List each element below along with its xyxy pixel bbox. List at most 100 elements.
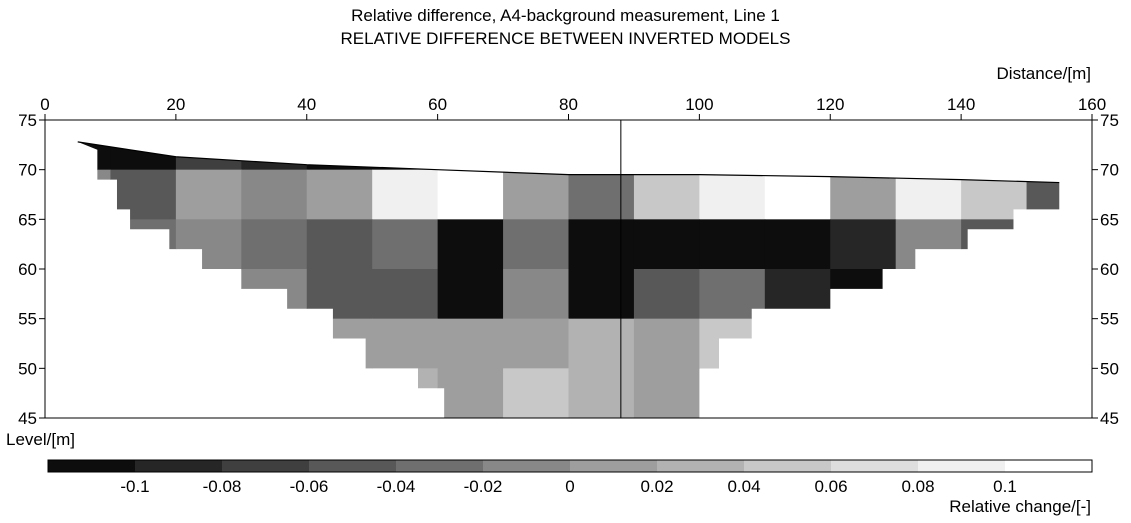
heatmap-cell: [699, 269, 766, 320]
colorbar-swatch: [309, 460, 397, 472]
heatmap-cell: [437, 141, 504, 171]
heatmap-cell: [77, 269, 111, 320]
colorbar-tick-label: 0.08: [901, 477, 934, 496]
heatmap-cell: [568, 169, 635, 220]
heatmap-cell: [503, 219, 569, 270]
heatmap-cell: [110, 318, 177, 369]
heatmap-cell: [633, 141, 700, 171]
colorbar-swatch: [222, 460, 310, 472]
colorbar-swatch: [570, 460, 658, 472]
colorbar-swatch: [1005, 460, 1093, 472]
colorbar-swatch: [483, 460, 571, 472]
heatmap-cell: [503, 368, 569, 418]
x-tick-label: 40: [297, 95, 316, 114]
y-tick-label-left: 65: [18, 210, 37, 229]
heatmap-cell: [306, 219, 373, 270]
heatmap-cell: [830, 368, 897, 418]
heatmap-cell: [764, 219, 831, 270]
heatmap-cell: [895, 141, 962, 171]
colorbar-tick-label: 0.1: [993, 477, 1017, 496]
heatmap-cell: [764, 141, 831, 171]
y-tick-label-right: 70: [1100, 161, 1119, 180]
colorbar-tick-label: -0.06: [290, 477, 329, 496]
heatmap-cell: [633, 318, 700, 369]
heatmap-cell: [110, 141, 177, 171]
heatmap-cell: [503, 318, 569, 369]
heatmap-cell: [241, 269, 308, 320]
heatmap-cell: [110, 169, 177, 220]
heatmap-cell: [306, 269, 373, 320]
heatmap-cell: [175, 368, 242, 418]
heatmap-cell: [306, 368, 373, 418]
heatmap-cell: [503, 169, 569, 220]
heatmap-cell: [437, 368, 504, 418]
y-tick-label-right: 45: [1100, 409, 1119, 428]
heatmap-cell: [633, 169, 700, 220]
colorbar-frame: [47, 459, 1093, 473]
x-tick-label: 120: [816, 95, 844, 114]
heatmap-cell: [961, 368, 1028, 418]
x-axis-label: Distance/[m]: [996, 64, 1091, 83]
colorbar-swatch: [831, 460, 919, 472]
heatmap-cell: [568, 318, 635, 369]
colorbar-tick-label: 0.06: [814, 477, 847, 496]
heatmap-cell: [1026, 219, 1060, 270]
heatmap-cell: [437, 269, 504, 320]
heatmap-cell: [699, 368, 766, 418]
heatmap-cell: [372, 269, 439, 320]
x-tick-label: 20: [166, 95, 185, 114]
heatmap-cell: [306, 141, 373, 171]
colorbar-swatch: [918, 460, 1006, 472]
surface-line: [77, 141, 1060, 184]
colorbar-tick-label: -0.04: [377, 477, 416, 496]
heatmap-cell: [895, 169, 962, 220]
colorbar-tick-label: 0.04: [727, 477, 760, 496]
heatmap-cell: [306, 169, 373, 220]
x-tick-label: 100: [685, 95, 713, 114]
heatmap-cell: [895, 318, 962, 369]
heatmap-cell: [699, 141, 766, 171]
x-tick-label: 60: [428, 95, 447, 114]
heatmap-cell: [241, 368, 308, 418]
colorbar-tick-label: 0.02: [640, 477, 673, 496]
heatmap-cell: [503, 141, 569, 171]
heatmap-cell: [699, 169, 766, 220]
heatmap-cell: [241, 169, 308, 220]
heatmap-cell: [764, 169, 831, 220]
x-tick-label: 80: [559, 95, 578, 114]
heatmap-cell: [372, 318, 439, 369]
heatmap-cell: [372, 219, 439, 270]
y-axis-label: Level/[m]: [6, 430, 75, 449]
heatmap-cell: [306, 318, 373, 369]
heatmap-cell: [633, 368, 700, 418]
colorbar-tick-label: -0.08: [203, 477, 242, 496]
heatmap-cell: [961, 141, 1028, 171]
colorbar-swatch: [396, 460, 484, 472]
heatmap-cell: [961, 219, 1028, 270]
y-tick-label-right: 75: [1100, 111, 1119, 130]
heatmap-cell: [77, 169, 111, 220]
heatmap-cell: [1026, 368, 1060, 418]
heatmap-cell: [895, 269, 962, 320]
heatmap-cell: [895, 219, 962, 270]
y-tick-label-left: 75: [18, 111, 37, 130]
heatmap-cell: [633, 269, 700, 320]
heatmap-cell: [961, 169, 1028, 220]
heatmap-cell: [568, 269, 635, 320]
heatmap-cell: [699, 219, 766, 270]
chart-title: Relative difference, A4-background measu…: [351, 6, 780, 25]
colorbar-tick-label: -0.02: [464, 477, 503, 496]
x-tick-label: 140: [947, 95, 975, 114]
heatmap-cell: [77, 219, 111, 270]
heatmap-cell: [372, 141, 439, 171]
chart-subtitle: RELATIVE DIFFERENCE BETWEEN INVERTED MOD…: [340, 29, 791, 48]
x-tick-label: 160: [1078, 95, 1106, 114]
heatmap-cell: [961, 318, 1028, 369]
y-tick-label-right: 50: [1100, 359, 1119, 378]
heatmap: [77, 141, 1060, 418]
heatmap-cell: [568, 141, 635, 171]
heatmap-cell: [830, 141, 897, 171]
colorbar-swatch: [657, 460, 745, 472]
heatmap-cell: [568, 219, 635, 270]
